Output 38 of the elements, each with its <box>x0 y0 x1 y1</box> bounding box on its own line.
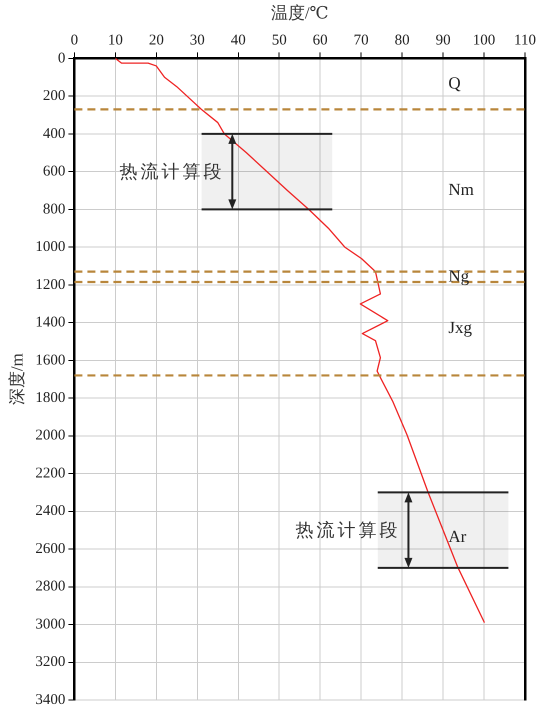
y-tick-label: 3000 <box>35 616 66 632</box>
annotation: Nm <box>448 180 474 199</box>
x-tick-label: 10 <box>108 32 123 48</box>
x-tick-label: 100 <box>472 32 496 48</box>
x-tick-label: 50 <box>272 32 287 48</box>
x-tick-label: 20 <box>148 32 164 48</box>
x-tick-label: 80 <box>394 32 410 48</box>
y-tick-label: 600 <box>42 164 66 180</box>
x-tick-label: 110 <box>514 32 536 48</box>
x-tick-label: 70 <box>354 32 369 48</box>
y-tick-label: 2000 <box>35 428 66 444</box>
y-tick-label: 200 <box>42 88 66 104</box>
band-label: 热流计算段 <box>295 520 400 540</box>
x-axis-title: 温度/℃ <box>270 4 329 23</box>
annotation: Ar <box>448 527 467 546</box>
y-tick-label: 3400 <box>35 692 66 708</box>
y-tick-label: 1600 <box>35 352 66 368</box>
y-tick-label: 1400 <box>35 314 66 331</box>
y-tick-label: 400 <box>42 126 66 142</box>
y-tick-label: 1000 <box>35 239 66 256</box>
y-tick-label: 3200 <box>35 654 66 670</box>
x-tick-label: 90 <box>436 32 451 48</box>
y-tick-label: 2200 <box>35 465 66 482</box>
y-tick-label: 1200 <box>35 276 66 293</box>
y-tick-label: 2800 <box>35 578 66 595</box>
y-tick-label: 2600 <box>35 540 66 557</box>
y-tick-label: 2400 <box>35 503 66 520</box>
x-tick-label: 30 <box>190 32 205 48</box>
annotation: Q <box>448 73 461 92</box>
y-tick-label: 0 <box>58 50 66 66</box>
y-axis-title: 深度/m <box>8 353 27 406</box>
x-tick-label: 60 <box>312 32 328 48</box>
y-tick-label: 800 <box>42 201 66 218</box>
x-tick-label: 0 <box>70 32 78 48</box>
band-label: 热流计算段 <box>119 162 224 182</box>
x-tick-label: 40 <box>230 32 246 48</box>
annotation: Jxg <box>448 318 473 338</box>
y-tick-label: 1800 <box>35 390 66 406</box>
